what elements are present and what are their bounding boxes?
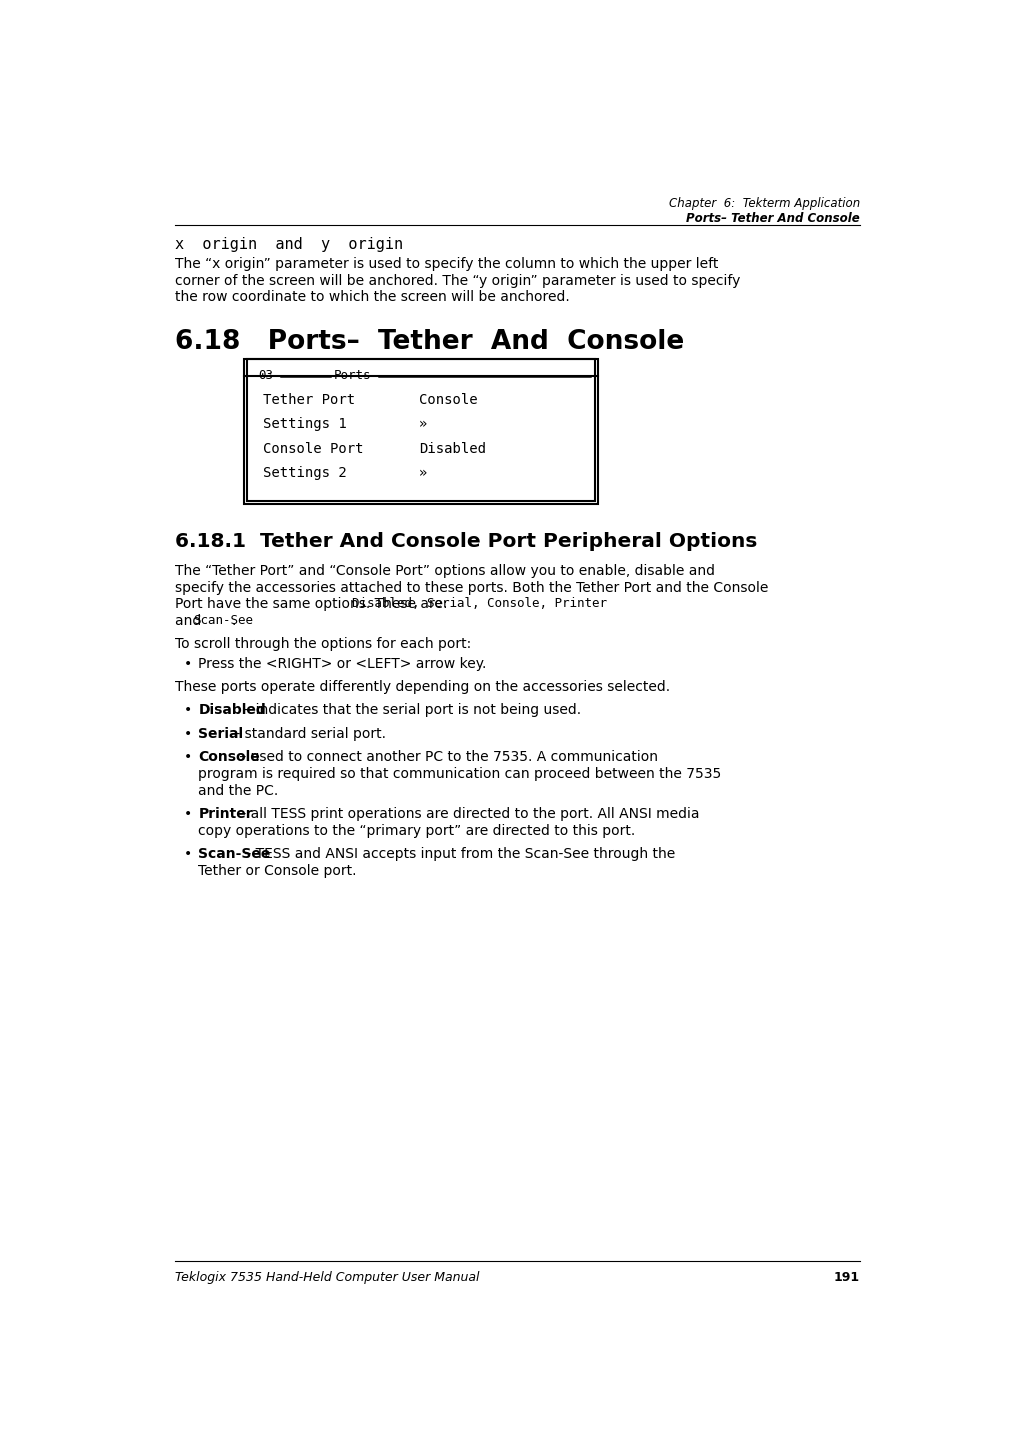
Text: The “x origin” parameter is used to specify the column to which the upper left: The “x origin” parameter is used to spec… xyxy=(175,257,718,271)
Text: – indicates that the serial port is not being used.: – indicates that the serial port is not … xyxy=(239,704,581,717)
Text: copy operations to the “primary port” are directed to this port.: copy operations to the “primary port” ar… xyxy=(198,824,635,837)
Text: – standard serial port.: – standard serial port. xyxy=(229,727,387,741)
Text: »: » xyxy=(419,466,427,480)
Text: These ports operate differently depending on the accessories selected.: These ports operate differently dependin… xyxy=(175,681,671,695)
Text: •: • xyxy=(185,847,193,860)
Text: program is required so that communication can proceed between the 7535: program is required so that communicatio… xyxy=(198,768,721,781)
Text: and: and xyxy=(175,614,206,628)
Text: Console: Console xyxy=(198,750,261,765)
Text: .: . xyxy=(231,614,236,628)
Text: Console Port: Console Port xyxy=(263,441,364,456)
Text: •: • xyxy=(185,727,193,741)
Text: the row coordinate to which the screen will be anchored.: the row coordinate to which the screen w… xyxy=(175,290,570,305)
Text: Press the <RIGHT> or <LEFT> arrow key.: Press the <RIGHT> or <LEFT> arrow key. xyxy=(198,657,487,672)
Text: – TESS and ANSI accepts input from the Scan-See through the: – TESS and ANSI accepts input from the S… xyxy=(239,847,675,860)
Text: x  origin  and  y  origin: x origin and y origin xyxy=(175,238,403,252)
Text: The “Tether Port” and “Console Port” options allow you to enable, disable and: The “Tether Port” and “Console Port” opt… xyxy=(175,564,715,577)
Text: 03: 03 xyxy=(258,370,273,383)
Text: Port have the same options. These are:: Port have the same options. These are: xyxy=(175,598,452,611)
Text: Printer: Printer xyxy=(198,807,252,821)
Text: »: » xyxy=(419,418,427,431)
Text: Ports– Tether And Console: Ports– Tether And Console xyxy=(687,212,861,225)
Text: Serial: Serial xyxy=(198,727,243,741)
Text: Disabled: Disabled xyxy=(419,441,486,456)
Bar xyxy=(247,360,595,501)
Text: •: • xyxy=(185,704,193,717)
Text: Tether or Console port.: Tether or Console port. xyxy=(198,863,357,878)
Text: – all TESS print operations are directed to the port. All ANSI media: – all TESS print operations are directed… xyxy=(234,807,699,821)
Text: and the PC.: and the PC. xyxy=(198,784,279,798)
Text: corner of the screen will be anchored. The “y origin” parameter is used to speci: corner of the screen will be anchored. T… xyxy=(175,274,740,287)
Text: Settings 1: Settings 1 xyxy=(263,418,346,431)
Text: •: • xyxy=(185,750,193,765)
Text: •: • xyxy=(185,807,193,821)
Text: Tether Port: Tether Port xyxy=(263,393,355,408)
Text: •: • xyxy=(185,657,193,672)
Text: Disabled, Serial, Console, Printer: Disabled, Serial, Console, Printer xyxy=(351,598,607,611)
Text: Disabled: Disabled xyxy=(198,704,266,717)
Text: Ports: Ports xyxy=(334,370,372,383)
Bar xyxy=(244,360,598,503)
Text: specify the accessories attached to these ports. Both the Tether Port and the Co: specify the accessories attached to thes… xyxy=(175,580,769,595)
Text: 191: 191 xyxy=(834,1271,861,1284)
Text: Teklogix 7535 Hand-Held Computer User Manual: Teklogix 7535 Hand-Held Computer User Ma… xyxy=(175,1271,480,1284)
Text: To scroll through the options for each port:: To scroll through the options for each p… xyxy=(175,637,472,651)
Text: Scan-See: Scan-See xyxy=(193,614,254,627)
Text: Console: Console xyxy=(419,393,478,408)
Text: 6.18.1  Tether And Console Port Peripheral Options: 6.18.1 Tether And Console Port Periphera… xyxy=(175,531,758,551)
Text: Settings 2: Settings 2 xyxy=(263,466,346,480)
Text: – used to connect another PC to the 7535. A communication: – used to connect another PC to the 7535… xyxy=(234,750,658,765)
Text: Scan-See: Scan-See xyxy=(198,847,271,860)
Text: Chapter  6:  Tekterm Application: Chapter 6: Tekterm Application xyxy=(669,197,861,210)
Text: 6.18   Ports–  Tether  And  Console: 6.18 Ports– Tether And Console xyxy=(175,328,685,354)
